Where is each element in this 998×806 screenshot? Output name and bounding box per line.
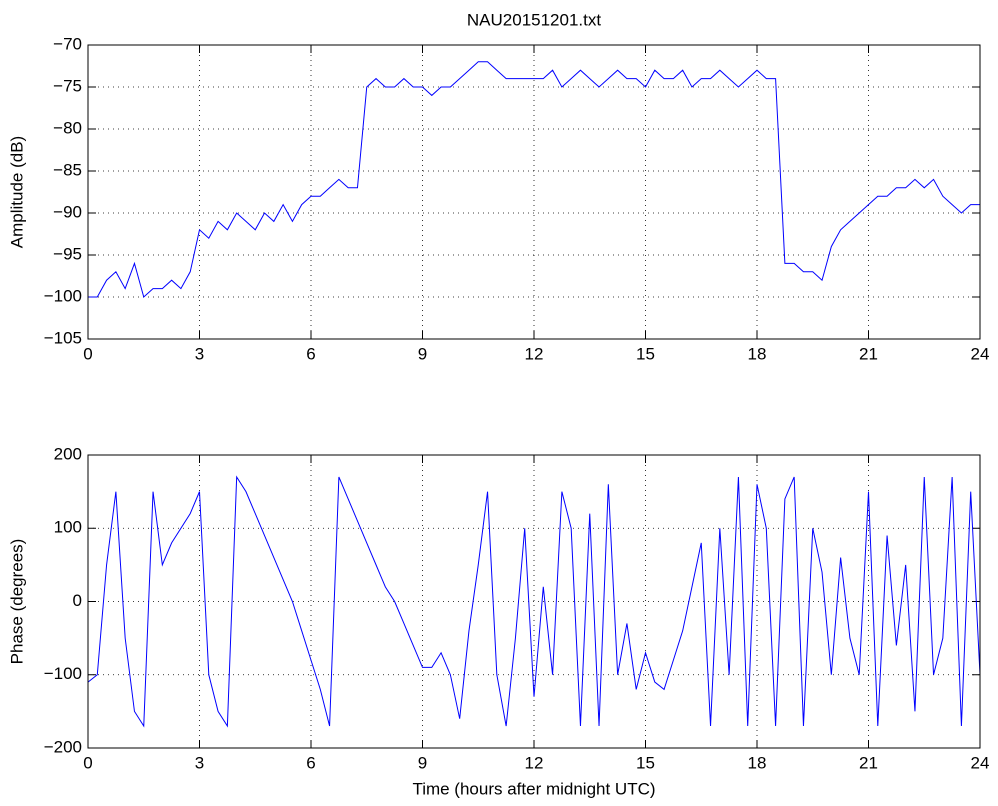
x-tick-label: 6: [306, 753, 315, 772]
x-tick-label: 6: [306, 344, 315, 363]
y-tick-label: −70: [53, 34, 82, 53]
data-line: [87, 475, 981, 728]
y-tick-label: −95: [53, 244, 82, 263]
x-tick-label: 15: [636, 344, 655, 363]
x-tick-label: 12: [525, 344, 544, 363]
x-tick-label: 24: [971, 753, 990, 772]
y-tick-label: −80: [53, 118, 82, 137]
x-axis-label: Time (hours after midnight UTC): [412, 779, 655, 798]
x-tick-label: 18: [748, 344, 767, 363]
y-tick-label: −200: [44, 737, 82, 756]
x-tick-label: 24: [971, 344, 990, 363]
chart-title: NAU20151201.txt: [467, 10, 601, 29]
y-axis-label: Phase (degrees): [7, 539, 26, 665]
y-tick-label: 100: [54, 518, 82, 537]
x-tick-label: 21: [859, 344, 878, 363]
x-tick-label: 3: [195, 344, 204, 363]
x-tick-label: 9: [418, 344, 427, 363]
y-tick-label: −85: [53, 160, 82, 179]
data-line: [88, 61, 980, 298]
x-tick-label: 9: [418, 753, 427, 772]
y-tick-label: −100: [44, 664, 82, 683]
y-tick-label: −75: [53, 76, 82, 95]
y-tick-label: −100: [44, 286, 82, 305]
x-tick-label: 12: [525, 753, 544, 772]
y-axis-label: Amplitude (dB): [7, 136, 26, 248]
plot-area: [88, 45, 980, 339]
x-tick-label: 21: [859, 753, 878, 772]
x-tick-label: 18: [748, 753, 767, 772]
y-tick-label: 200: [54, 444, 82, 463]
y-tick-label: 0: [73, 591, 82, 610]
x-tick-label: 0: [83, 344, 92, 363]
axes-frame: [87, 44, 981, 340]
x-tick-label: 3: [195, 753, 204, 772]
y-tick-label: −90: [53, 202, 82, 221]
x-tick-label: 0: [83, 753, 92, 772]
axes-frame: [87, 454, 981, 749]
x-tick-label: 15: [636, 753, 655, 772]
y-tick-label: −105: [44, 328, 82, 347]
